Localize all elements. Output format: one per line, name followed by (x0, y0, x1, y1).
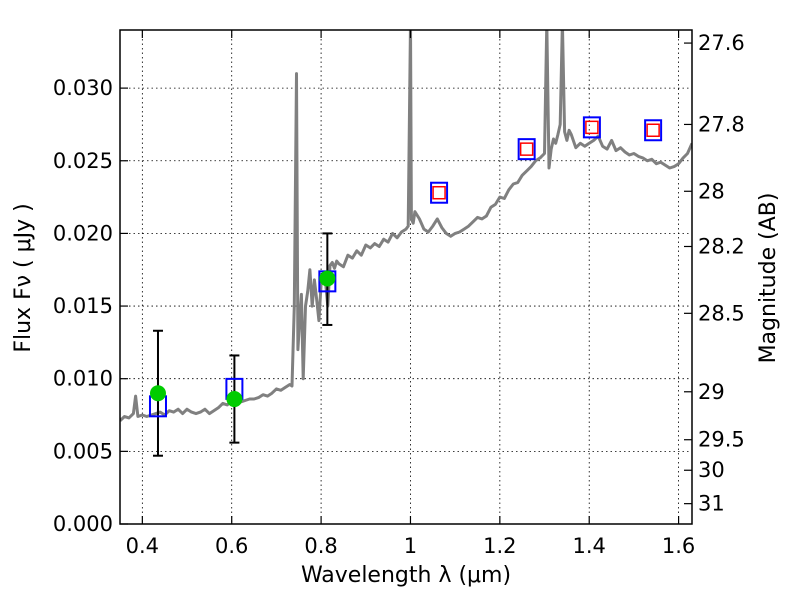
x-tick-label: 0.8 (304, 534, 337, 558)
right-tick-label: 29 (698, 380, 725, 404)
x-axis: 0.4 0.6 0.8 1 1.2 1.4 1.6 (126, 30, 695, 558)
model-box-inner (432, 185, 446, 200)
model-photometry-boxes (148, 116, 663, 418)
plot-frame (119, 29, 693, 525)
model-box-inner (585, 120, 599, 135)
model-box-inner (646, 123, 660, 138)
right-tick-label: 28.2 (698, 234, 745, 258)
x-tick-label: 1.4 (573, 534, 606, 558)
model-box (517, 138, 536, 161)
y-tick-label: 0.025 (53, 149, 113, 173)
y-tick-label: 0.015 (53, 294, 113, 318)
right-tick-label: 29.5 (698, 428, 745, 452)
right-tick-label: 27.6 (698, 31, 745, 55)
y-axis-right-label: Magnitude (AB) (756, 193, 781, 364)
observed-point (149, 385, 166, 402)
y-tick-label: 0.010 (53, 367, 113, 391)
y-axis-left: 0.000 0.005 0.010 0.015 0.020 0.025 0.030 (53, 76, 128, 536)
right-tick-label: 28.5 (698, 301, 745, 325)
grid (120, 30, 692, 524)
right-tick-label: 30 (698, 458, 725, 482)
y-tick-label: 0.005 (53, 439, 113, 463)
x-tick-label: 1 (404, 534, 417, 558)
x-tick-label: 0.4 (126, 534, 159, 558)
right-tick-label: 27.8 (698, 112, 745, 136)
right-tick-label: 28 (698, 179, 725, 203)
model-box (644, 119, 663, 142)
model-box-inner (519, 142, 534, 156)
model-spectrum-series (120, 30, 692, 422)
y-tick-label: 0.000 (53, 512, 113, 536)
model-box (430, 181, 449, 204)
y-tick-label: 0.020 (53, 221, 113, 245)
y-axis-label: Flux Fν ( μJy ) (11, 203, 36, 352)
observed-point (226, 391, 243, 408)
model-box (582, 116, 601, 139)
x-tick-label: 1.2 (483, 534, 516, 558)
x-axis-label: Wavelength λ (μm) (301, 563, 511, 588)
y-tick-label: 0.030 (53, 76, 113, 100)
observed-point (319, 270, 336, 287)
right-tick-label: 31 (698, 492, 725, 516)
y-axis-right: 27.6 27.8 28 28.2 28.5 29 29.5 30 31 (684, 31, 745, 516)
spectrum-line (120, 30, 692, 422)
x-tick-label: 1.6 (662, 534, 695, 558)
observed-points (149, 270, 336, 408)
x-tick-label: 0.6 (215, 534, 248, 558)
